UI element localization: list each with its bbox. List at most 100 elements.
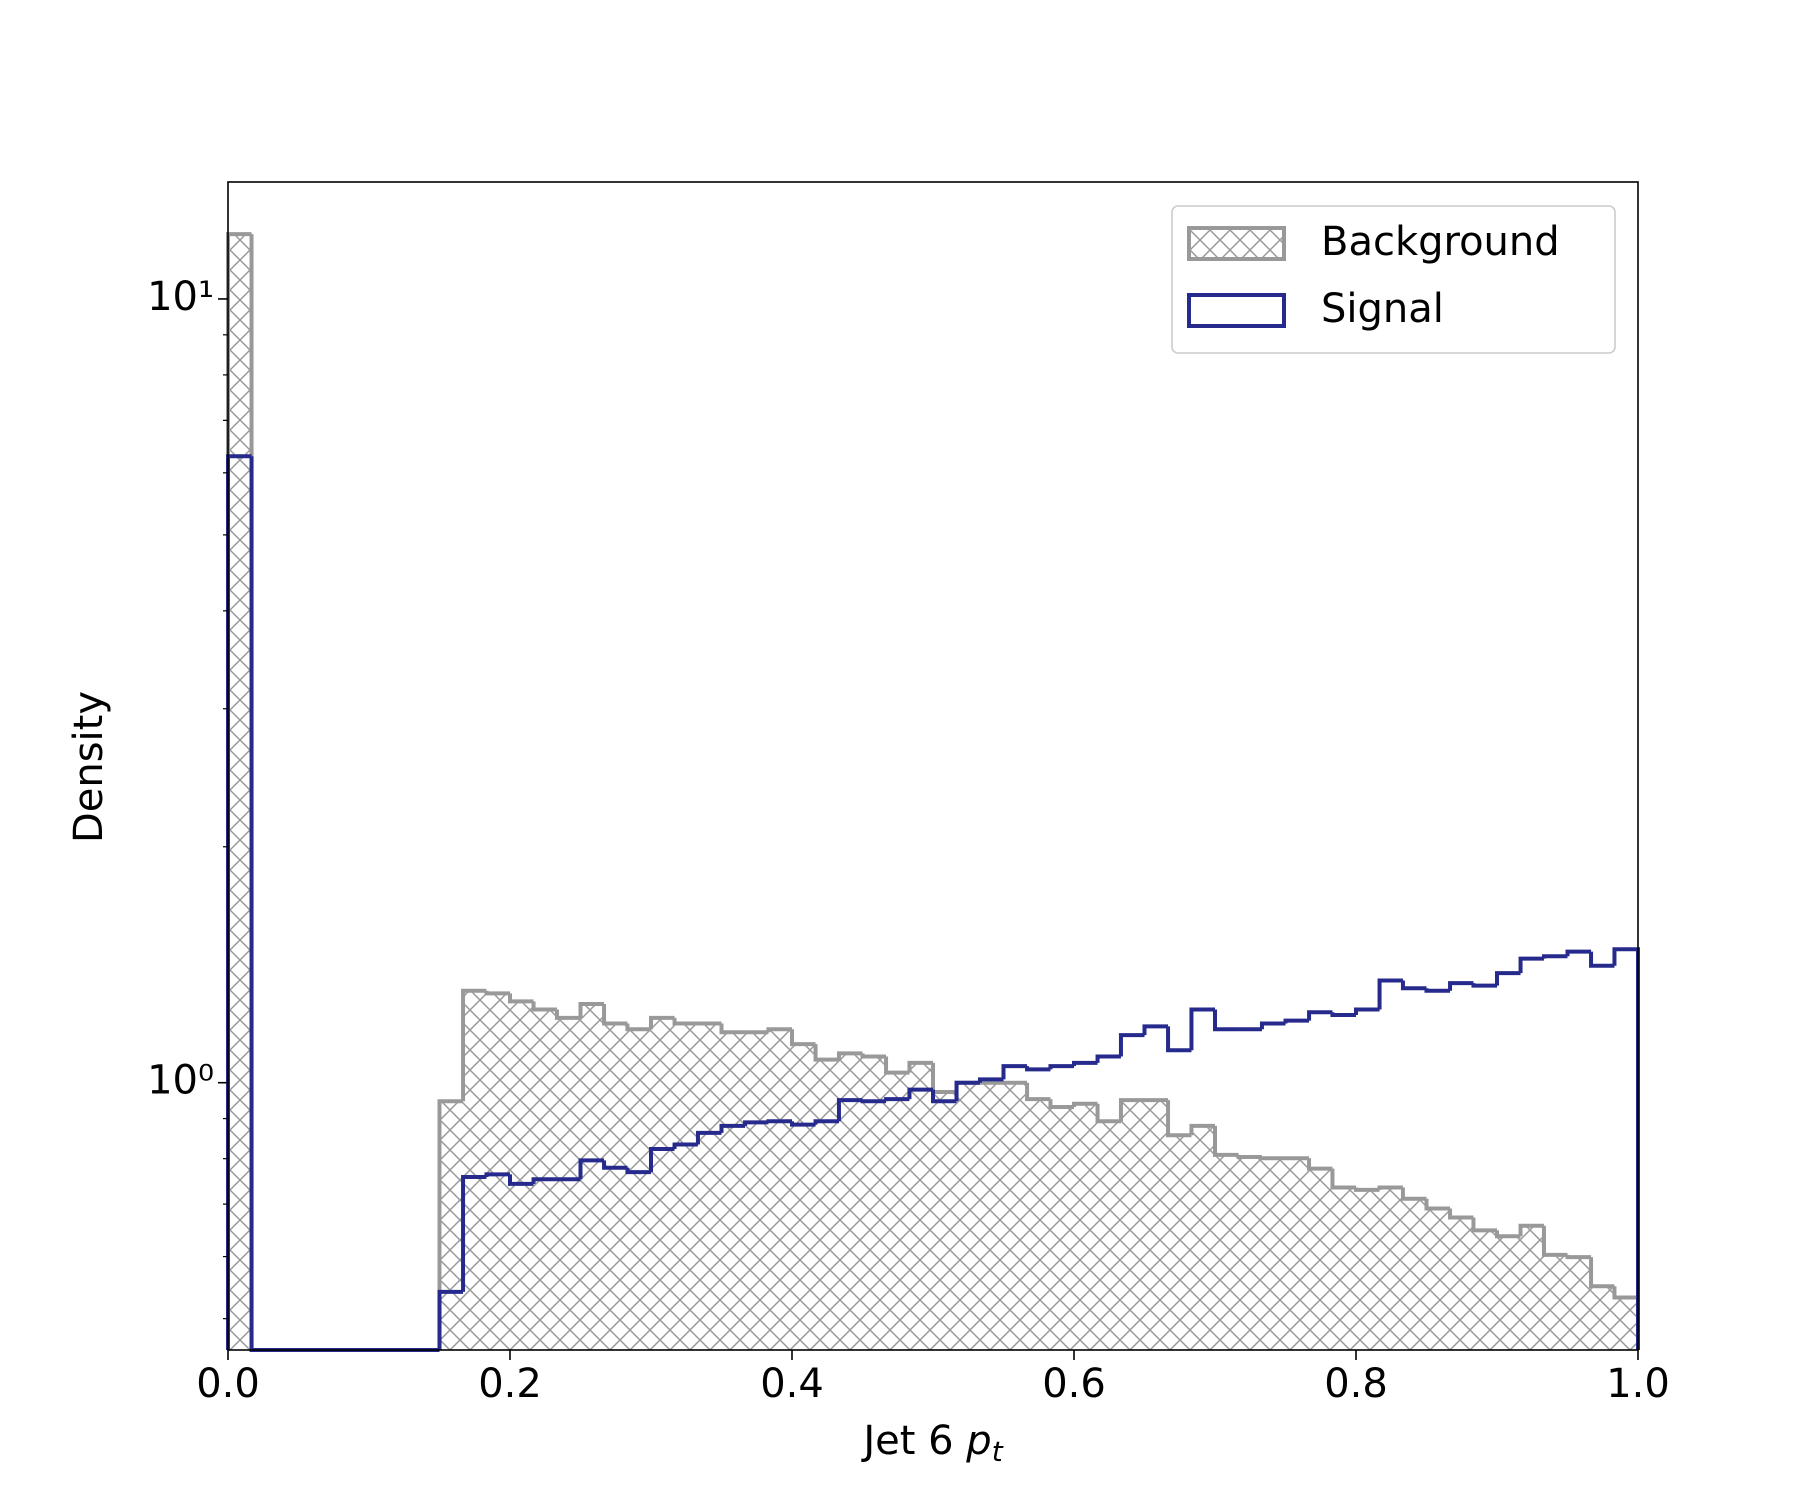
y-tick-label: 10¹ [147, 274, 214, 320]
x-tick-label: 0.2 [478, 1361, 542, 1407]
bar-outline [625, 1167, 651, 1175]
bar-outline [578, 1002, 605, 1018]
bar [956, 1082, 980, 1350]
axes-frame [227, 181, 1639, 1351]
bar-outline [1448, 981, 1474, 991]
x-tick-label: 0.6 [1042, 1361, 1106, 1407]
x-tick-label: 0.0 [196, 1361, 260, 1407]
bar-outline [1307, 1158, 1333, 1171]
bar-outline [1166, 1026, 1192, 1053]
bar-outline [1354, 1187, 1380, 1192]
bar-outline [1213, 1009, 1239, 1032]
bar-outline [1259, 1021, 1286, 1030]
bar [463, 990, 487, 1350]
bar-outline [1354, 1007, 1380, 1016]
bar [815, 1059, 839, 1350]
bar [1097, 1121, 1121, 1350]
bar [228, 234, 252, 1351]
bar [886, 1072, 910, 1350]
bar [486, 993, 510, 1350]
bar-outline [672, 1017, 698, 1026]
bar-outline [1118, 1098, 1145, 1122]
bar-outline [1377, 978, 1403, 1010]
bar-outline [1283, 1018, 1310, 1024]
bar [745, 1032, 769, 1350]
x-axis-label-subscript: t [992, 1435, 1004, 1468]
bar-outline [1424, 1198, 1451, 1211]
bar-outline [1236, 1154, 1262, 1159]
bar-outline [766, 1027, 792, 1033]
bar [604, 1023, 628, 1350]
bar [1520, 1225, 1544, 1350]
bar-outline [1541, 954, 1568, 959]
bar-outline [602, 1004, 628, 1026]
bar [1567, 1257, 1592, 1350]
bar-outline [1565, 1254, 1592, 1260]
bar [1332, 1187, 1356, 1350]
x-axis-label-text: Jet 6 [860, 1418, 953, 1464]
bar-outline [1400, 980, 1427, 991]
bar-outline [1189, 1123, 1215, 1136]
bar [792, 1044, 816, 1350]
bar [1168, 1135, 1192, 1350]
bar-outline [1589, 1257, 1615, 1289]
bar [674, 1023, 698, 1350]
bar-outline [719, 1023, 746, 1035]
bar-outline [1471, 983, 1497, 988]
bar-outline [860, 1099, 887, 1104]
bar-outline [1025, 1082, 1051, 1102]
bar-outline [719, 1123, 746, 1133]
bar-outline [977, 1077, 1004, 1083]
bar [1238, 1156, 1262, 1350]
bar [1261, 1158, 1286, 1350]
bar-outline [531, 1177, 557, 1184]
bar [1309, 1168, 1333, 1350]
bar-outline [1400, 1187, 1427, 1201]
bar [1591, 1286, 1615, 1350]
bar [1191, 1125, 1215, 1350]
bar [627, 1029, 651, 1350]
bar-outline [1495, 971, 1521, 986]
bar-outline [1541, 1225, 1568, 1257]
bar-outline [1166, 1100, 1192, 1138]
bar-outline [437, 1289, 464, 1350]
bar-outline [813, 1119, 839, 1125]
bar-outline [884, 1056, 910, 1075]
bar-outline [860, 1053, 887, 1059]
bar-outline [484, 990, 510, 996]
bar-outline [1330, 1168, 1356, 1190]
bar-outline [884, 1097, 910, 1102]
bar-outline [790, 1029, 816, 1047]
bar [838, 1053, 863, 1350]
bar [721, 1032, 746, 1350]
bar [510, 1001, 534, 1350]
legend-swatch [1187, 293, 1286, 328]
bar-outline [461, 988, 487, 1102]
x-tick-label: 0.8 [1324, 1361, 1388, 1407]
bar [768, 1029, 792, 1350]
bar-outline [672, 1142, 698, 1150]
bar [1473, 1230, 1497, 1350]
bar [1144, 1100, 1169, 1350]
bar-outline [1048, 1064, 1074, 1070]
bar [1003, 1082, 1028, 1350]
x-axis-label-symbol: p [965, 1418, 991, 1464]
bar [1614, 1297, 1638, 1350]
bar-outline [1565, 949, 1592, 957]
bar-outline [602, 1160, 628, 1170]
bar [1050, 1107, 1074, 1350]
y-axis-label: Density [66, 691, 112, 843]
bar-outline [790, 1121, 816, 1127]
bar-outline [484, 1172, 510, 1178]
bar-outline [1048, 1099, 1074, 1110]
bar-outline [461, 1175, 487, 1292]
bar-outline [1142, 1024, 1169, 1036]
bar [1027, 1099, 1051, 1350]
bar [862, 1056, 887, 1350]
bar-outline [1072, 1101, 1098, 1108]
x-tick-label: 1.0 [1606, 1361, 1670, 1407]
legend-label: Signal [1321, 286, 1444, 332]
bar [1285, 1158, 1310, 1350]
bar-outline [836, 1051, 863, 1060]
bar-outline [1518, 1223, 1544, 1237]
